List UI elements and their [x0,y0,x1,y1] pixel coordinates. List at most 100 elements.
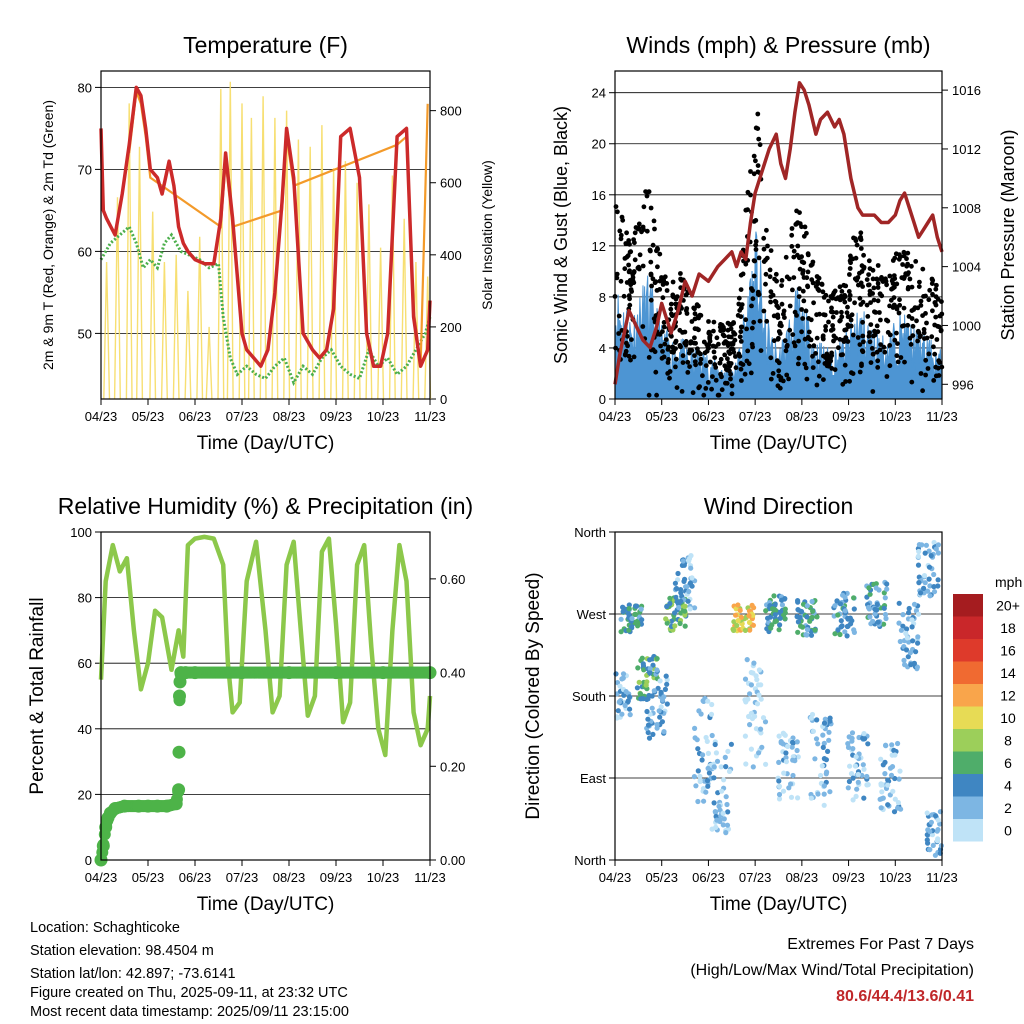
wind-gust-point [731,320,736,325]
wind-direction-point [924,810,930,816]
wind-gust-point [840,381,846,387]
wind-direction-point [808,715,814,721]
wind-gust-point [933,294,939,300]
wind-gust-point [848,260,853,266]
wind-direction-point [627,706,633,712]
wind-gust-point [739,324,745,330]
wind-gust-point [738,339,744,344]
wind-gust-point [861,264,867,270]
wind-direction-point [697,778,703,785]
x-tick-label: 10/23 [879,870,912,885]
wind-direction-point [635,665,641,671]
wind-direction-point [814,614,820,620]
wind-gust-point [895,359,901,365]
wind-gust-point [901,249,907,255]
wind-gust-point [921,327,927,332]
wind-direction-point [897,638,903,645]
wind-gust-point [779,323,784,329]
wind-direction-point [895,800,902,806]
wind-gust-point [768,376,774,382]
wind-gust-point [736,301,742,307]
wind-direction-point [724,822,731,828]
wind-gust-point [916,284,922,289]
wind-direction-point [792,758,798,764]
wind-direction-point [681,578,687,585]
wind-direction-point [721,816,727,822]
x-tick-label: 07/23 [739,409,772,424]
wind-gust-point [667,375,672,381]
wind-gust-point [779,301,785,307]
wind-direction-point [888,772,895,778]
wind-gust-point [632,230,638,236]
y-tick-label: 12 [592,239,606,254]
plot-border [100,70,431,400]
wind-direction-point [895,805,901,811]
y-tick-label: 0 [599,392,606,407]
wind-gust-point [751,319,757,325]
wind-gust-point [736,295,742,301]
colorbar-swatch [953,819,983,842]
y2-tick-label: 800 [440,104,462,119]
precipitation-point [172,745,186,759]
wind-gust-point [692,311,698,317]
wind-gust-point [820,289,826,295]
wind-direction-point [818,772,824,779]
wind-gust-point [791,275,797,280]
figure-created: Figure created on Thu, 2025-09-11, at 23… [30,985,348,1001]
precipitation-point [132,799,146,813]
wind-direction-point [842,629,848,635]
wind-gust-point [696,350,702,355]
wind-direction-point [780,788,787,794]
wind-gust-point [842,362,848,368]
wind-gust-point [784,342,790,348]
wind-direction-point [711,764,717,770]
wind-direction-point [795,754,801,760]
wind-direction-point [711,775,717,781]
wind-direction-point [650,731,656,738]
colorbar-swatch [953,616,983,639]
wind-direction-point [852,763,859,769]
wind-gust-point [850,371,856,376]
wind-gust-point [823,324,828,329]
solar-insolation-spike [318,125,326,400]
wind-gust-point [847,378,852,384]
wind-gust-point [776,360,782,366]
wind-gust-point [787,327,793,333]
wind-direction-point [795,607,801,613]
wind-gust-point [933,314,939,320]
wind-direction-point [754,677,760,683]
wind-gust-point [716,341,721,347]
wind-gust-point [934,337,940,342]
precipitation-point [179,666,193,680]
wind-gust-point [632,257,638,263]
wind-gust-point [775,383,781,389]
wind-gust-point [653,279,659,285]
wind-gust-point [866,333,872,339]
wind-gust-point [932,300,938,306]
wind-gust-point [622,266,628,272]
wind-gust-point [646,392,652,398]
wind-direction-point [826,729,832,735]
wind-gust-point [706,330,712,336]
wind-gust-point [887,273,893,279]
wind-gust-point [891,302,897,308]
wind-gust-point [648,272,654,278]
y-tick-label: 50 [78,326,92,341]
wind-gust-point [803,365,809,371]
wind-gust-point [737,334,743,340]
wind-direction-point [735,618,741,624]
wind-direction-point [726,768,733,775]
wind-gust-point [674,294,680,299]
wind-direction-point [782,606,788,612]
wind-gust-point [804,376,810,382]
wind-gust-point [905,322,911,328]
wind-direction-point [835,612,841,618]
wind-direction-point [719,788,725,794]
wind-gust-point [800,271,806,276]
wind-direction-point [866,585,872,591]
wind-gust-point [841,339,847,344]
wind-direction-point [848,771,855,777]
wind-gust-point [707,359,713,365]
wind-gust-point [691,305,697,311]
